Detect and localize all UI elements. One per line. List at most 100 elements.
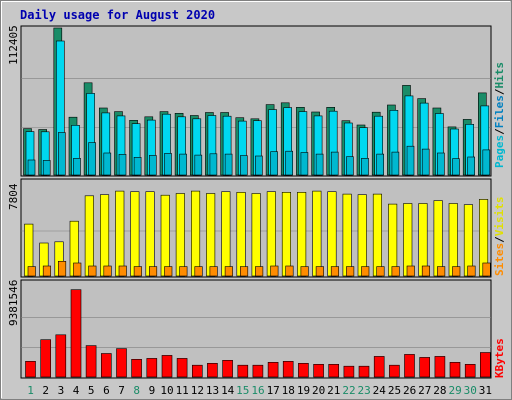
day-label: 10: [160, 384, 173, 397]
day-label: 17: [267, 384, 280, 397]
pages-bar: [361, 158, 369, 176]
sites-bar: [285, 265, 294, 277]
sites-bar: [179, 266, 188, 277]
kbytes-bar: [449, 361, 461, 378]
sites-bar: [118, 265, 127, 277]
day-label: 16: [251, 384, 264, 397]
day-label: 23: [357, 384, 370, 397]
kbytes-bar: [131, 358, 142, 378]
kbytes-bar: [192, 364, 203, 378]
visits-bar: [372, 193, 383, 277]
visits-bar: [281, 192, 292, 277]
kbytes-bar: [40, 339, 52, 378]
day-label: 3: [58, 384, 65, 397]
pages-bar: [376, 153, 385, 176]
pages-bar: [406, 145, 415, 176]
visits-bar: [251, 193, 261, 277]
day-label: 30: [464, 384, 477, 397]
sites-bar: [57, 260, 67, 277]
kbytes-y-max-label: 9381546: [7, 280, 20, 326]
day-label: 2: [42, 384, 49, 397]
kbytes-bar: [267, 361, 279, 378]
legend-part: /: [493, 236, 506, 243]
sites-bar: [330, 266, 340, 277]
sites-bar: [300, 266, 309, 277]
visits-bar: [266, 191, 276, 277]
day-label: 13: [206, 384, 219, 397]
kbytes-bar: [404, 354, 415, 378]
chart-title: Daily usage for August 2020: [20, 8, 215, 22]
day-label: 18: [282, 384, 295, 397]
kbytes-bar: [434, 356, 446, 378]
pages-bar: [133, 157, 142, 176]
kbytes-bar: [101, 353, 112, 378]
sites-bar: [452, 266, 461, 277]
sites-bar: [27, 266, 36, 277]
kbytes-bar: [25, 360, 36, 378]
kbytes-bar: [116, 348, 127, 378]
visits-bar: [448, 203, 458, 277]
day-label: 5: [88, 384, 95, 397]
day-label: 14: [221, 384, 235, 397]
day-label: 22: [342, 384, 355, 397]
legend-part: Files: [493, 95, 506, 128]
visits-bar: [327, 191, 337, 277]
sites-bar: [103, 265, 112, 277]
pages-bar: [88, 142, 96, 176]
visits-bar: [175, 193, 185, 277]
legend-part: Visits: [493, 197, 506, 237]
visits-bar: [145, 191, 155, 277]
day-label: 29: [448, 384, 461, 397]
kbytes-bar: [479, 352, 491, 378]
visits-bar: [403, 203, 413, 277]
day-label: 7: [118, 384, 125, 397]
visits-bar: [312, 190, 322, 277]
kbytes-bar: [464, 363, 476, 378]
pages-bar: [27, 159, 36, 176]
day-label: 12: [191, 384, 204, 397]
sites-bar: [315, 266, 324, 277]
sites-bar: [224, 266, 233, 277]
sites-bar: [391, 266, 400, 277]
legend-part: KBytes: [493, 338, 506, 378]
kbytes-bar: [419, 357, 431, 378]
day-label: 6: [103, 384, 110, 397]
pages-files-hits-legend: Pages/Files/Hits: [493, 62, 506, 168]
sites-bar: [437, 266, 446, 277]
legend-part: Hits: [493, 62, 506, 89]
kbytes-bar: [252, 364, 264, 378]
visits-bar: [206, 193, 216, 277]
pages-bar: [179, 153, 187, 176]
visits-bar: [130, 191, 140, 277]
visits-bar: [236, 192, 246, 277]
sites-bar: [194, 266, 203, 277]
pages-bar: [42, 160, 51, 176]
legend-part: Pages: [493, 135, 506, 168]
day-label: 31: [479, 384, 492, 397]
kbytes-bar: [343, 365, 355, 378]
kbytes-bar: [70, 289, 82, 378]
day-label: 27: [418, 384, 431, 397]
pages-bar: [255, 155, 263, 176]
pages-bar: [164, 153, 172, 176]
sites-bar: [467, 265, 476, 277]
kbytes-legend: KBytes: [493, 338, 506, 378]
sites-bar: [164, 266, 173, 277]
kbytes-bar: [176, 358, 188, 378]
kbytes-bar: [373, 356, 385, 378]
day-label: 26: [403, 384, 416, 397]
sites-visits-legend: Sites/Visits: [493, 197, 506, 277]
kbytes-bar: [85, 345, 97, 378]
pages-bar: [149, 155, 157, 176]
pages-bar: [346, 156, 354, 176]
pages-bar: [270, 151, 278, 176]
day-label: 11: [176, 384, 189, 397]
visits-bar: [297, 192, 307, 277]
sites-bar: [42, 265, 52, 277]
hits-y-max-label: 112405: [7, 25, 20, 65]
sites-bar: [88, 265, 97, 277]
sites-bar: [255, 266, 264, 277]
visits-bar: [388, 203, 398, 277]
visits-bar: [221, 191, 231, 277]
visits-bar: [418, 203, 428, 277]
